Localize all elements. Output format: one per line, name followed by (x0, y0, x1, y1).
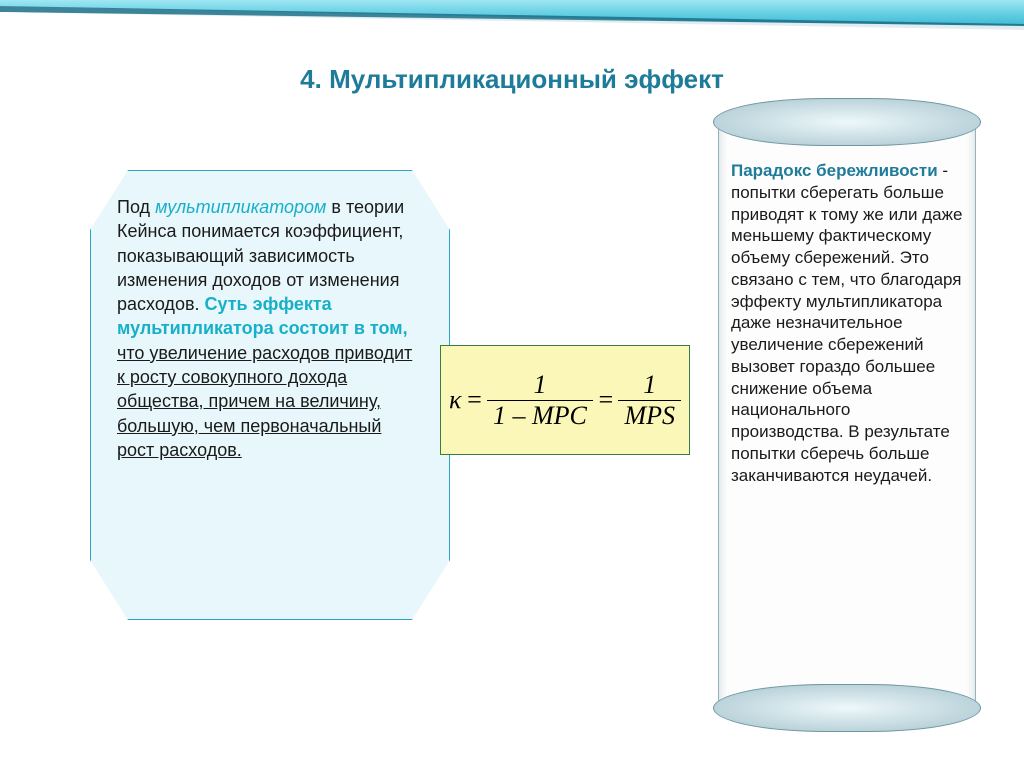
fraction-2: 1 MPS (618, 370, 681, 431)
frac2-num: 1 (637, 370, 662, 400)
formula-box: κ = 1 1 – MPC = 1 MPS (440, 345, 690, 455)
left-panel: Под мультипликатором в теории Кейнса пон… (90, 170, 450, 620)
scroll-text: Парадокс бережливости - попытки сберегат… (731, 160, 965, 486)
scroll-panel: Парадокс бережливости - попытки сберегат… (718, 120, 976, 710)
minus: – (506, 401, 532, 430)
formula-equation: κ = 1 1 – MPC = 1 MPS (449, 370, 681, 431)
frac1-num: 1 (527, 370, 552, 400)
frac1-den-a: 1 (493, 401, 506, 430)
formula-lhs: κ (449, 385, 461, 415)
frac1-den: 1 – MPC (487, 401, 593, 431)
page-title: 4. Мультипликационный эффект (0, 64, 1024, 95)
frac2-den: MPS (618, 401, 681, 431)
frac1-den-b: MPC (532, 401, 587, 430)
scroll-panel-inner: Парадокс бережливости - попытки сберегат… (731, 160, 965, 670)
scroll-heading: Парадокс бережливости (731, 161, 938, 180)
scroll-dash: - (938, 161, 948, 180)
fraction-1: 1 1 – MPC (487, 370, 593, 431)
left-body-2: что увеличение расходов приводит к росту… (117, 343, 412, 460)
left-term-1: мультипликатором (155, 197, 326, 217)
equals-2: = (597, 385, 615, 415)
left-panel-hexagon: Под мультипликатором в теории Кейнса пон… (90, 170, 450, 620)
scroll-body: попытки сберегать больше приводят к тому… (731, 183, 962, 485)
equals-1: = (465, 385, 483, 415)
left-panel-text: Под мультипликатором в теории Кейнса пон… (117, 195, 423, 462)
left-lead-1: Под (117, 197, 155, 217)
